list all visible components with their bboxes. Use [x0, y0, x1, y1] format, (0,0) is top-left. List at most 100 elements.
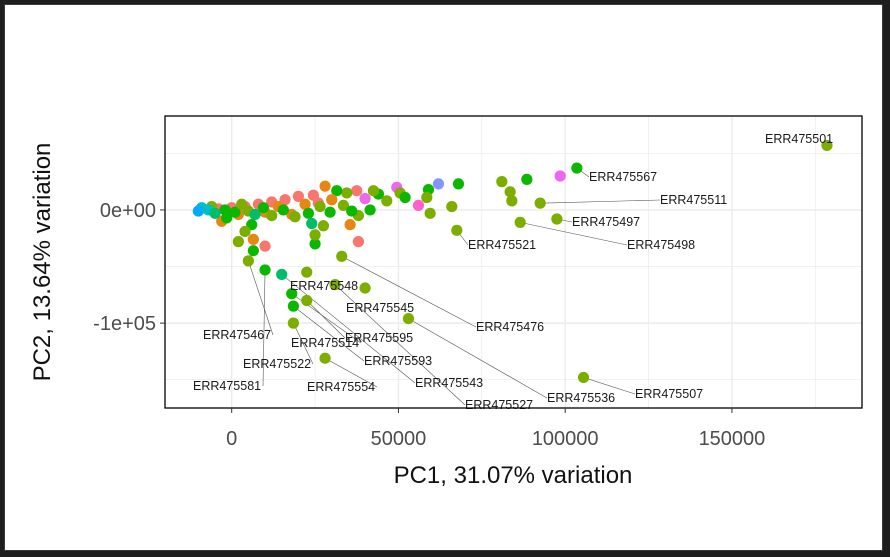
point-label: ERR475581 — [193, 379, 261, 393]
scatter-point — [287, 317, 299, 329]
x-tick-label: 0 — [226, 428, 237, 450]
scatter-point — [306, 217, 318, 230]
axis-ticks: 0 50000 100000 150000 0e+00 -1e+05 — [93, 200, 765, 450]
point-label: ERR475548 — [290, 279, 358, 293]
x-tick-label: 50000 — [371, 428, 427, 450]
scatter-point — [242, 255, 254, 267]
scatter-point — [302, 207, 315, 219]
scatter-point — [257, 202, 269, 214]
scatter-point — [301, 294, 313, 307]
scatter-point — [451, 224, 463, 236]
scatter-point — [232, 236, 244, 248]
leader-line — [334, 284, 466, 406]
scatter-point — [286, 288, 298, 300]
scatter-point — [446, 200, 458, 213]
leader-line — [248, 260, 274, 336]
scatter-point — [287, 300, 299, 312]
point-label: ERR475545 — [346, 301, 414, 315]
scatter-point — [247, 245, 259, 257]
scatter-point — [364, 204, 376, 216]
scatter-point — [571, 162, 583, 174]
scatter-point — [319, 180, 331, 192]
scatter-point — [412, 199, 425, 212]
scatter-point — [344, 219, 356, 231]
leader-line — [408, 318, 548, 399]
scatter-point — [534, 197, 546, 209]
x-tick-label: 150000 — [699, 428, 766, 450]
scatter-point — [331, 185, 343, 197]
scatter-point — [209, 207, 221, 219]
scatter-point — [336, 250, 348, 262]
scatter-point — [341, 187, 353, 199]
point-label: ERR475497 — [572, 215, 640, 229]
point-label: ERR475514 — [291, 336, 359, 350]
leader-line — [520, 222, 628, 246]
point-label: ERR475467 — [203, 328, 271, 342]
scatter-point — [192, 205, 204, 217]
y-tick-label: 0e+00 — [100, 200, 156, 222]
leader-line — [293, 305, 365, 362]
scatter-point — [329, 279, 341, 291]
x-axis-title: PC1, 31.07% variation — [394, 462, 633, 489]
point-label: ERR475543 — [415, 376, 483, 390]
leader-line — [306, 300, 346, 339]
scatter-point — [289, 211, 301, 223]
scatter-point — [259, 240, 271, 252]
point-label: ERR475521 — [468, 238, 536, 252]
leader-line — [281, 274, 416, 384]
scatter-point — [352, 236, 365, 248]
scatter-point — [229, 206, 241, 218]
point-label: ERR475567 — [589, 170, 657, 184]
scatter-point — [221, 212, 233, 224]
leader-line — [293, 322, 314, 365]
scatter-point — [514, 216, 526, 228]
point-label: ERR475507 — [635, 387, 703, 401]
scatter-point — [402, 312, 415, 325]
label-leader-lines — [248, 167, 661, 406]
scatter-point — [551, 213, 563, 225]
point-label: ERR475476 — [476, 320, 544, 334]
leader-line — [262, 269, 266, 387]
leader-line — [341, 256, 477, 328]
scatter-point — [399, 191, 411, 204]
scatter-point — [577, 371, 590, 384]
point-label: ERR475498 — [627, 238, 695, 252]
scatter-point — [421, 191, 433, 204]
point-label: ERR475511 — [660, 193, 727, 207]
scatter-point — [314, 200, 326, 213]
scatter-point — [452, 178, 465, 190]
scatter-point — [266, 209, 278, 222]
scatter-point — [247, 233, 259, 245]
scatter-point — [249, 208, 261, 221]
scatter-point — [301, 266, 313, 278]
scatter-point — [381, 195, 393, 207]
scatter-point — [309, 238, 321, 250]
scatter-point — [359, 193, 371, 205]
scatter-point — [346, 205, 358, 217]
scatter-point — [277, 204, 289, 216]
scatter-point — [326, 194, 338, 206]
leader-line — [583, 377, 636, 395]
scatter-point — [317, 220, 330, 232]
plot-panel-border — [164, 115, 863, 409]
scatter-point — [239, 225, 251, 238]
scatter-point — [324, 206, 336, 218]
point-label: ERR475595 — [345, 331, 413, 345]
point-label: ERR475501 — [765, 132, 833, 146]
x-tick-label: 100000 — [532, 428, 599, 450]
y-axis-title: PC2, 13.64% variation — [29, 143, 56, 382]
scatter-point — [496, 176, 508, 188]
point-label: ERR475527 — [465, 398, 533, 412]
point-label: ERR475536 — [547, 391, 615, 405]
point-label: ERR475522 — [243, 357, 311, 371]
scatter-point — [521, 173, 533, 185]
leader-line — [540, 199, 661, 204]
scatter-point — [359, 282, 371, 294]
scatter-point — [432, 178, 445, 190]
scatter-point — [299, 198, 311, 210]
scatter-point — [367, 185, 380, 197]
scatter-point — [504, 186, 516, 198]
scatter-point — [424, 207, 436, 219]
